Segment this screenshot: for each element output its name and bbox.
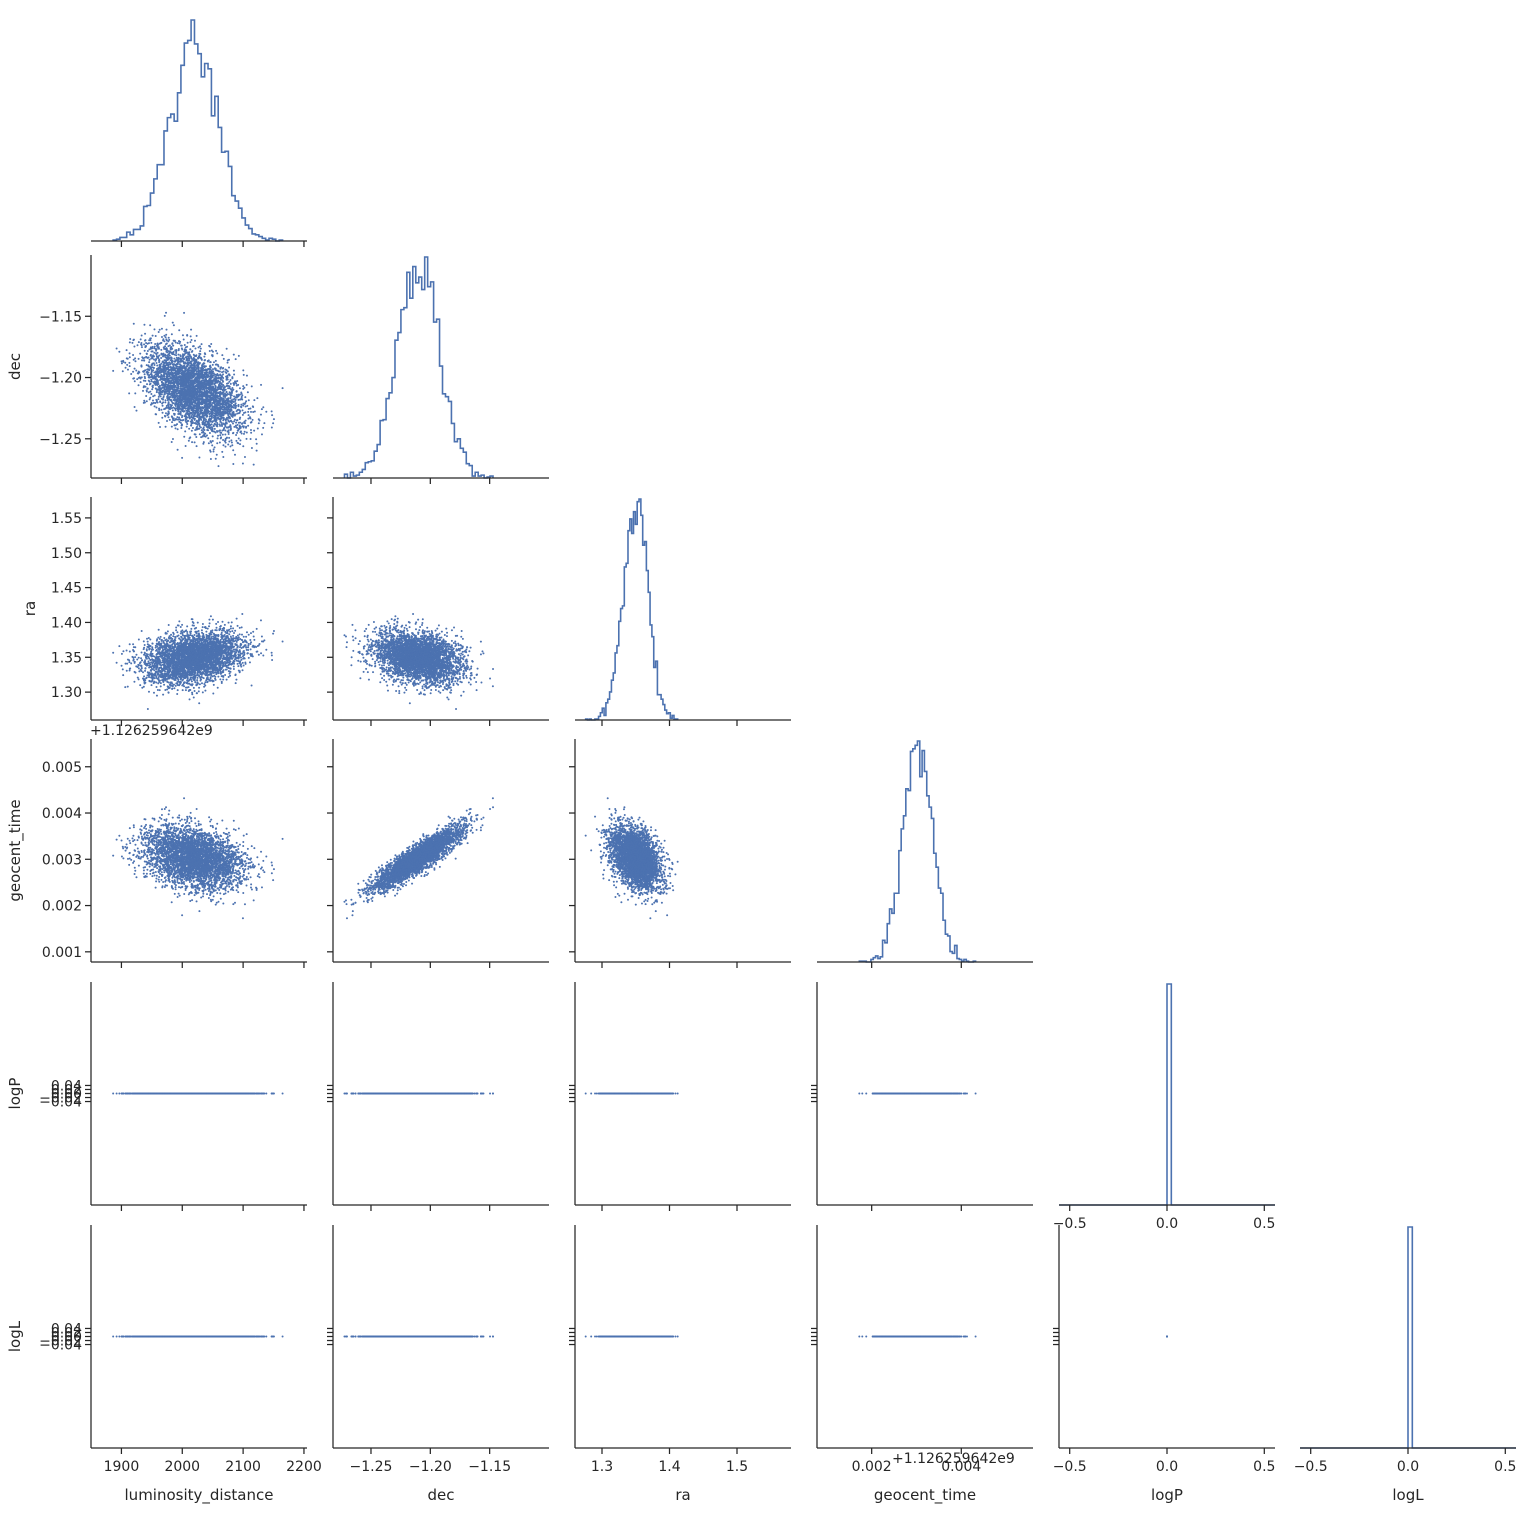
scatter-point: [155, 413, 157, 415]
scatter-point: [242, 414, 244, 416]
scatter-point: [155, 362, 157, 364]
scatter-point: [188, 428, 190, 430]
scatter-point: [226, 348, 228, 350]
scatter-point: [227, 362, 229, 364]
scatter-point: [132, 378, 134, 380]
scatter-point: [168, 337, 170, 339]
scatter-point: [221, 451, 223, 453]
histogram-luminosity_distance: [113, 20, 282, 241]
scatter-point: [228, 366, 230, 368]
scatter-point: [146, 383, 148, 385]
scatter-point: [172, 345, 174, 347]
scatter-point: [192, 427, 194, 429]
scatter-point: [166, 329, 168, 331]
panel-luminosity_distance-vs-luminosity_distance: [113, 20, 282, 241]
scatter-point: [199, 433, 201, 435]
scatter-point: [248, 414, 250, 416]
scatter-point: [209, 350, 211, 352]
scatter-point: [249, 408, 251, 410]
scatter-point: [230, 383, 232, 385]
scatter-point: [224, 433, 226, 435]
scatter-point: [246, 375, 248, 377]
scatter-point: [177, 428, 179, 430]
scatter-point: [144, 369, 146, 371]
scatter-point: [216, 442, 218, 444]
panel-dec-vs-luminosity_distance: [112, 312, 283, 467]
scatter-point: [181, 457, 183, 459]
scatter-point: [216, 352, 218, 354]
scatter-point: [198, 346, 200, 348]
scatter-point: [134, 360, 136, 362]
scatter-point: [210, 343, 212, 345]
scatter-point: [198, 353, 200, 355]
scatter-point: [261, 433, 263, 435]
scatter-point: [232, 422, 234, 424]
scatter-point: [196, 335, 198, 337]
scatter-point: [137, 344, 139, 346]
scatter-point: [175, 427, 177, 429]
scatter-point: [209, 432, 211, 434]
scatter-point: [252, 419, 254, 421]
scatter-point: [217, 437, 219, 439]
scatter-point: [173, 351, 175, 353]
scatter-point: [213, 448, 215, 450]
scatter-point: [228, 440, 230, 442]
scatter-point: [208, 442, 210, 444]
scatter-point: [219, 442, 221, 444]
scatter-point: [150, 383, 152, 385]
scatter-point: [184, 344, 186, 346]
scatter-point: [282, 387, 284, 389]
scatter-point: [190, 339, 192, 341]
scatter-point: [234, 400, 236, 402]
scatter-point: [205, 419, 207, 421]
scatter-point: [248, 408, 250, 410]
scatter-point: [183, 339, 185, 341]
scatter-point: [216, 454, 218, 456]
scatter-point: [187, 342, 189, 344]
scatter-point: [191, 430, 193, 432]
scatter-point: [228, 433, 230, 435]
scatter-point: [145, 395, 147, 397]
scatter-point: [261, 408, 263, 410]
scatter-point: [139, 353, 141, 355]
scatter-point: [154, 364, 156, 366]
scatter-point: [164, 347, 166, 349]
scatter-point: [180, 427, 182, 429]
scatter-point: [171, 333, 173, 335]
scatter-point: [217, 435, 219, 437]
scatter-point: [241, 423, 243, 425]
scatter-point: [126, 364, 128, 366]
scatter-point: [263, 422, 265, 424]
scatter-point: [128, 392, 130, 394]
scatter-point: [232, 382, 234, 384]
scatter-point: [247, 425, 249, 427]
scatter-point: [228, 437, 230, 439]
scatter-point: [220, 436, 222, 438]
scatter-point: [131, 342, 133, 344]
scatter-point: [151, 388, 153, 390]
scatter-point: [247, 418, 249, 420]
scatter-point: [196, 445, 198, 447]
scatter-point: [165, 426, 167, 428]
scatter-point: [128, 362, 130, 364]
scatter-point: [242, 409, 244, 411]
scatter-point: [171, 402, 173, 404]
scatter-point: [194, 441, 196, 443]
scatter-point: [250, 429, 252, 431]
scatter-point: [224, 440, 226, 442]
scatter-point: [134, 380, 136, 382]
scatter-point: [141, 359, 143, 361]
